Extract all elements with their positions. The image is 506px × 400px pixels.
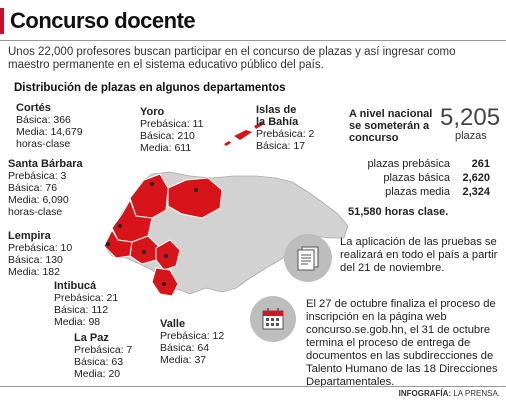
dept-line: Prebásica: 10 xyxy=(8,242,73,254)
dept-line: Básica: 130 xyxy=(8,254,63,266)
calendar-icon xyxy=(250,296,296,342)
national-row-value: 2,324 xyxy=(462,186,490,198)
note-tests-date: La aplicación de las pruebas se realizar… xyxy=(340,236,498,274)
map-region-yoro xyxy=(167,177,223,219)
national-row-value: 261 xyxy=(471,158,490,170)
honduras-map xyxy=(103,122,349,297)
national-total: 5,205 xyxy=(440,104,501,131)
leader-dot xyxy=(106,242,110,246)
dept-line: Básica: 112 xyxy=(54,304,109,316)
dept-name: Intibucá xyxy=(54,280,97,292)
national-row-basica: plazas básica 2,620 xyxy=(383,172,490,184)
dept-name: Cortés xyxy=(16,102,51,114)
national-hours: 51,580 horas clase. xyxy=(348,206,449,218)
dept-line: Prebásica: 11 xyxy=(140,118,204,130)
title-accent-bar xyxy=(0,8,4,34)
dept-line: horas-clase xyxy=(16,138,71,150)
map-region-la-paz xyxy=(155,239,181,271)
dept-name: Valle xyxy=(160,318,186,330)
document-stack-icon xyxy=(284,234,332,282)
dept-lempira: Lempira Prebásica: 10 Básica: 130 Media:… xyxy=(8,230,98,278)
page-title: Concurso docente xyxy=(10,8,196,33)
dept-line: Media: 14,679 xyxy=(16,126,83,138)
national-row-prebasica: plazas prebásica 261 xyxy=(367,158,490,170)
dept-la-paz: La Paz Prebásica: 7 Básica: 63 Media: 20 xyxy=(74,332,154,380)
map-region-islas-bahia xyxy=(224,122,264,146)
national-label: A nivel nacional se someterán a concurso xyxy=(349,108,433,144)
dept-name: Lempira xyxy=(8,230,51,242)
dept-line: Media: 98 xyxy=(54,316,101,328)
national-row-media: plazas media 2,324 xyxy=(385,186,490,198)
dept-santa-barbara: Santa Bárbara Prebásica: 3 Básica: 76 Me… xyxy=(8,158,104,218)
dept-line: Media: 6,090 xyxy=(8,194,69,206)
dept-name: La Paz xyxy=(74,332,109,344)
map-region-cortes xyxy=(129,173,169,219)
dept-name: Yoro xyxy=(140,106,165,118)
dept-valle: Valle Prebásica: 12 Básica: 64 Media: 37 xyxy=(160,318,246,366)
dept-line: Media: 20 xyxy=(74,368,121,380)
dept-line: Prebásica: 7 xyxy=(74,344,133,356)
dept-line: Básica: 63 xyxy=(74,356,124,368)
dept-line: Media: 37 xyxy=(160,354,207,366)
leader-dot xyxy=(150,182,154,186)
note-registration: El 27 de octubre finaliza el proceso de … xyxy=(306,298,498,388)
national-row-label: plazas media xyxy=(385,186,450,198)
dept-line: Media: 611 xyxy=(140,142,192,154)
dept-cortes: Cortés Básica: 366 Media: 14,679 horas-c… xyxy=(16,102,106,150)
dept-line: horas-clase xyxy=(8,206,63,218)
section-title: Distribución de plazas en algunos depart… xyxy=(14,82,286,94)
credit: INFOGRAFÍA: LA PRENSA. xyxy=(399,389,500,398)
national-row-value: 2,620 xyxy=(462,172,490,184)
credit-label: INFOGRAFÍA: xyxy=(398,389,452,398)
dept-line: Prebásica: 21 xyxy=(54,292,119,304)
dept-line: Media: 182 xyxy=(8,266,60,278)
national-row-label: plazas básica xyxy=(383,172,450,184)
intro-text: Unos 22,000 profesores buscan participar… xyxy=(8,46,456,71)
title-bar: Concurso docente xyxy=(0,0,506,42)
dept-line: Prebásica: 2 xyxy=(256,128,315,140)
national-total-unit: plazas xyxy=(455,130,487,142)
national-row-label: plazas prebásica xyxy=(367,158,450,170)
dept-line: Básica: 17 xyxy=(256,140,306,152)
map-region-valle xyxy=(151,267,179,297)
leader-dot xyxy=(162,282,166,286)
leader-dot xyxy=(118,224,122,228)
title-divider xyxy=(0,40,506,41)
dept-line: Básica: 366 xyxy=(16,114,71,126)
dept-line: Prebásica: 12 xyxy=(160,330,225,342)
leader-dot xyxy=(164,254,168,258)
dept-line: Básica: 64 xyxy=(160,342,210,354)
credit-source: LA PRENSA. xyxy=(453,389,500,398)
footer-divider xyxy=(0,386,506,387)
dept-name: Islas de la Bahía xyxy=(256,104,299,128)
dept-line: Básica: 76 xyxy=(8,182,58,194)
dept-name: Santa Bárbara xyxy=(8,158,83,170)
dept-intibuca: Intibucá Prebásica: 21 Básica: 112 Media… xyxy=(54,280,134,328)
dept-yoro: Yoro Prebásica: 11 Básica: 210 Media: 61… xyxy=(140,106,230,154)
dept-islas-bahia: Islas de la Bahía Prebásica: 2 Básica: 1… xyxy=(256,104,342,152)
dept-line: Básica: 210 xyxy=(140,130,195,142)
dept-line: Prebásica: 3 xyxy=(8,170,67,182)
leader-dot xyxy=(142,250,146,254)
leader-dot xyxy=(194,188,198,192)
